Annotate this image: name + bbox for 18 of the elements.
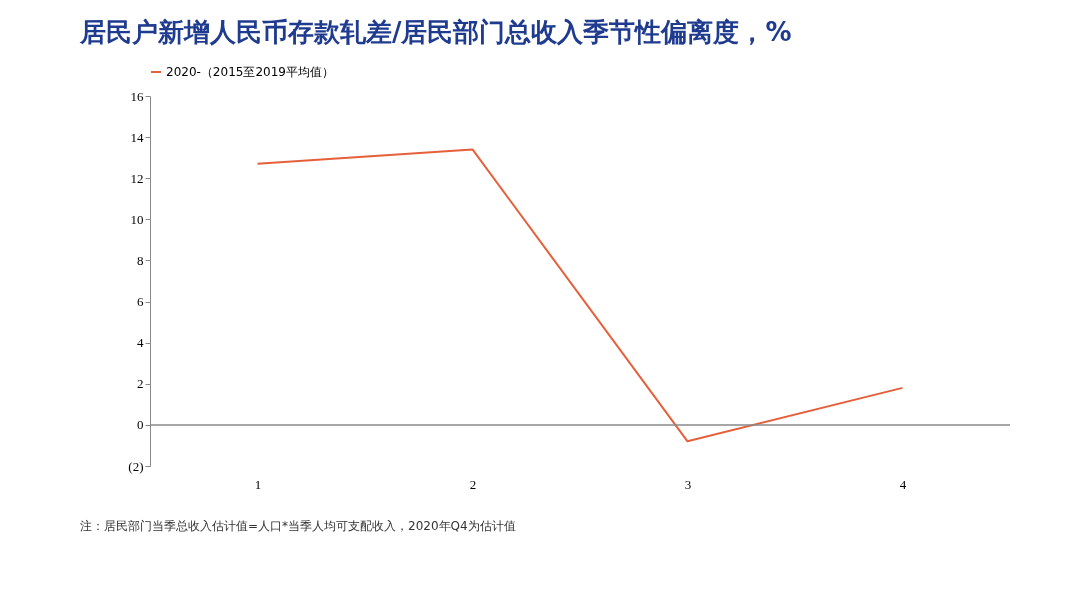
- y-tick-label: 0: [137, 417, 144, 433]
- y-tick-label: 14: [130, 129, 144, 145]
- x-tick-label: 2: [469, 476, 477, 492]
- y-tick-label: 8: [137, 252, 144, 268]
- y-tick-label: 10: [130, 211, 144, 227]
- y-tick-label: 4: [137, 335, 144, 351]
- y-tick-label: 2: [137, 376, 144, 392]
- x-tick-label: 4: [899, 476, 907, 492]
- y-tick-label: 6: [137, 294, 144, 310]
- line-series: [256, 148, 904, 443]
- y-tick-label: 16: [130, 88, 144, 104]
- x-tick-label: 1: [254, 476, 262, 492]
- y-tick-label: (2): [128, 458, 144, 474]
- x-tick-label: 3: [684, 476, 692, 492]
- text: 注：居民部门当季总收入估计值=人口*当季人均可支配收入，2020年Q4为估计值: [80, 519, 516, 533]
- chart-title: 居民户新增人民币存款轧差/居民部门总收入季节性偏离度，%: [79, 17, 792, 47]
- legend-label: 2020-（2015至2019平均值）: [166, 65, 334, 79]
- y-tick-label: 12: [130, 170, 144, 186]
